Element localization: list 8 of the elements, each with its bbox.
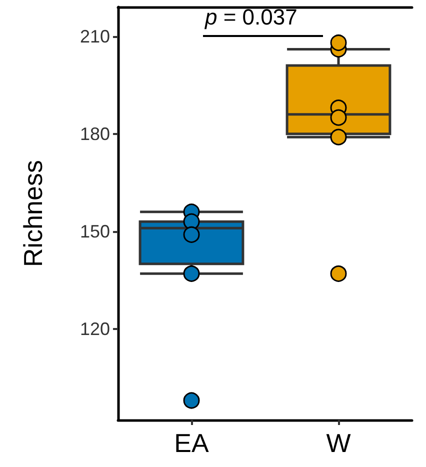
- x-tick-label: EA: [174, 428, 210, 458]
- x-tick-label: W: [326, 428, 352, 458]
- y-tick-label: 210: [80, 26, 110, 46]
- annotation: p = 0.037: [204, 4, 298, 30]
- y-tick-label: 180: [80, 124, 110, 144]
- y-tick-label: 150: [80, 221, 110, 242]
- y-tick-label: 120: [80, 318, 110, 339]
- y-axis-title: Richness: [18, 160, 48, 267]
